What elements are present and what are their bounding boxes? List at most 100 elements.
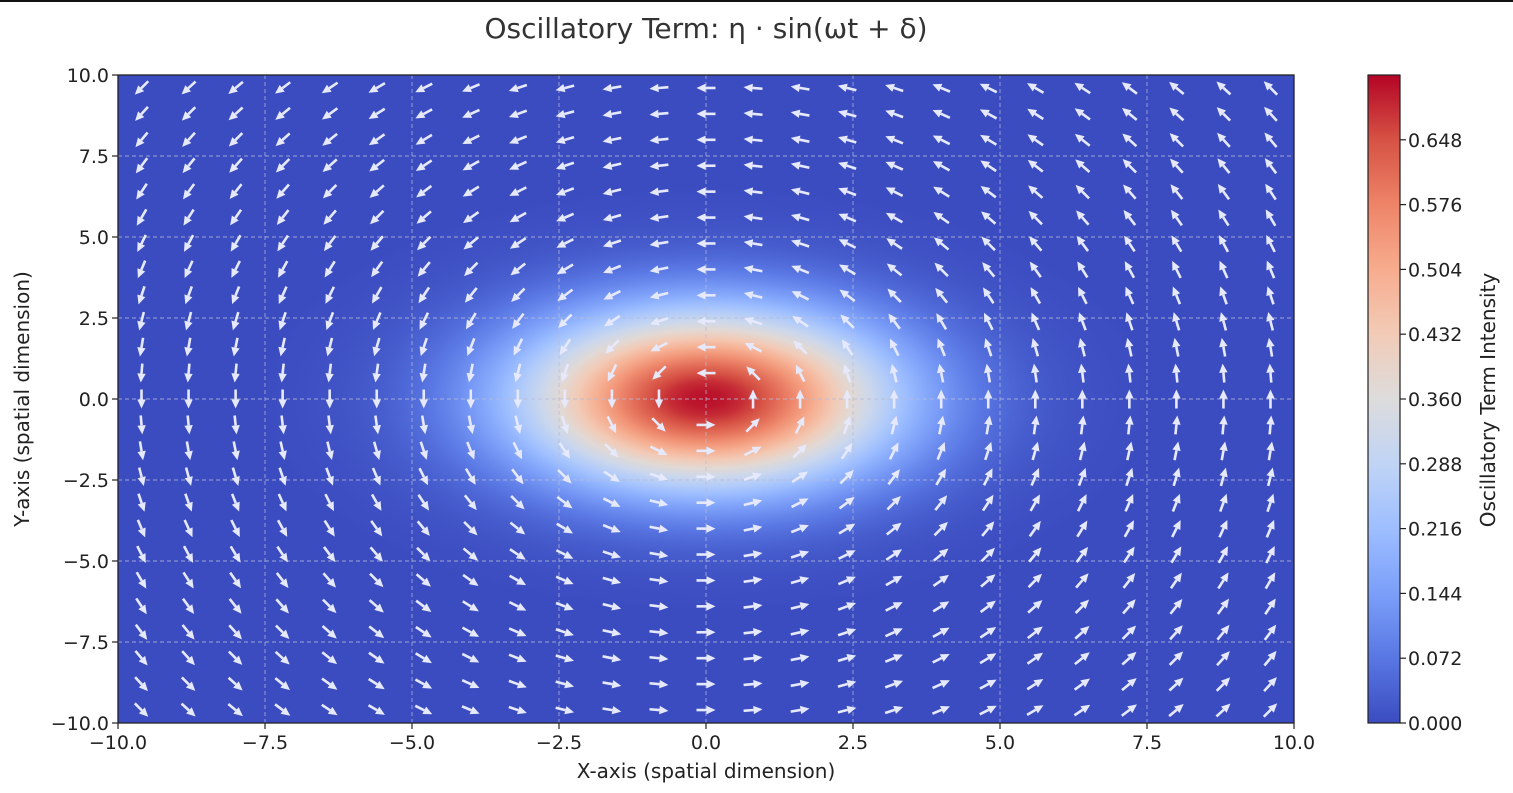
quiver-arrow: [602, 576, 622, 585]
quiver-arrow: [885, 187, 904, 198]
quiver-arrow: [602, 705, 622, 715]
quiver-arrow: [743, 602, 763, 611]
quiver-arrow: [184, 363, 193, 383]
quiver-arrow: [229, 183, 243, 200]
quiver-arrow: [1031, 415, 1040, 435]
colorbar-tick-label: 0.648: [1408, 130, 1462, 152]
quiver-arrow: [696, 446, 716, 456]
quiver-arrow: [838, 523, 856, 535]
quiver-arrow: [886, 495, 901, 511]
quiver-arrow: [367, 704, 385, 715]
quiver-arrow: [1027, 108, 1044, 121]
quiver-arrow: [137, 363, 146, 383]
quiver-arrow: [696, 628, 716, 637]
quiver-arrow: [980, 160, 997, 173]
quiver-arrow: [555, 187, 575, 196]
quiver-arrow: [1123, 520, 1134, 538]
quiver-arrow: [1123, 210, 1137, 226]
quiver-arrow: [1029, 494, 1040, 512]
quiver-arrow: [462, 83, 481, 93]
quiver-arrow: [228, 598, 242, 614]
quiver-arrow: [743, 446, 762, 457]
quiver-arrow: [790, 83, 810, 93]
quiver-arrow: [696, 472, 716, 481]
quiver-arrow: [1217, 183, 1231, 201]
quiver-arrow: [1075, 159, 1091, 174]
quiver-arrow: [560, 363, 570, 383]
quiver-arrow: [982, 287, 995, 304]
x-tick-label: −5.0: [389, 732, 435, 754]
quiver-arrow: [275, 572, 289, 588]
y-tick-label: −7.5: [63, 632, 109, 654]
y-tick-label: 0.0: [79, 389, 109, 411]
quiver-arrow: [1074, 108, 1091, 121]
quiver-arrow: [1216, 624, 1230, 641]
quiver-arrow: [180, 702, 196, 717]
quiver-arrow: [324, 260, 336, 278]
quiver-arrow: [979, 83, 998, 94]
quiver-arrow: [325, 389, 334, 409]
quiver-arrow: [979, 600, 996, 614]
quiver-arrow: [325, 337, 334, 357]
quiver-arrow: [1125, 312, 1134, 331]
quiver-arrow: [230, 493, 240, 512]
quiver-arrow: [275, 598, 289, 614]
quiver-arrow: [649, 654, 669, 663]
quiver-arrow: [277, 234, 289, 252]
quiver-arrow: [1031, 338, 1040, 357]
quiver-arrow: [795, 389, 805, 409]
quiver-arrow: [696, 265, 716, 274]
quiver-arrow: [325, 311, 335, 331]
quiver-arrow: [1029, 236, 1043, 252]
quiver-arrow: [1074, 599, 1090, 614]
quiver-arrow: [1125, 467, 1134, 487]
quiver-arrow: [278, 363, 287, 383]
quiver-arrow: [743, 83, 763, 93]
quiver-arrow: [884, 628, 903, 638]
quiver-arrow: [982, 262, 996, 278]
quiver-arrow: [1076, 235, 1090, 252]
quiver-arrow: [321, 107, 339, 120]
quiver-arrow: [649, 317, 669, 326]
quiver-arrow: [415, 573, 431, 587]
quiver-arrow: [1266, 493, 1275, 513]
quiver-arrow: [790, 161, 810, 170]
quiver-arrow: [1027, 134, 1044, 147]
quiver-arrow: [649, 628, 669, 637]
quiver-arrow: [887, 288, 902, 303]
quiver-arrow: [462, 600, 479, 612]
quiver-arrow: [1169, 81, 1185, 96]
quiver-arrow: [744, 342, 763, 353]
quiver-arrow: [649, 161, 669, 170]
quiver-arrow: [1217, 572, 1229, 590]
quiver-arrow: [1026, 652, 1044, 665]
quiver-arrow: [743, 653, 763, 663]
quiver-arrow: [931, 705, 950, 715]
quiver-arrow: [932, 653, 950, 664]
quiver-arrow: [1264, 106, 1278, 122]
colorbar-label: Oscillatory Term Intensity: [1476, 273, 1500, 528]
quiver-arrow: [278, 441, 287, 461]
quiver-arrow: [981, 521, 995, 537]
quiver-arrow: [937, 338, 946, 357]
quiver-arrow: [462, 547, 479, 561]
quiver-arrow: [1125, 363, 1134, 383]
quiver-arrow: [184, 234, 195, 252]
quiver-arrow: [461, 652, 480, 663]
quiver-arrow: [838, 213, 857, 223]
quiver-arrow: [1172, 415, 1181, 435]
quiver-arrow: [324, 493, 334, 512]
quiver-arrow: [793, 340, 808, 355]
y-axis-label: Y-axis (spatial dimension): [10, 271, 34, 528]
quiver-arrow: [183, 519, 193, 538]
quiver-arrow: [510, 495, 525, 510]
quiver-arrow: [1168, 651, 1184, 666]
quiver-arrow: [415, 159, 433, 171]
x-tick-label: 5.0: [985, 732, 1015, 754]
quiver-arrow: [1262, 703, 1278, 718]
quiver-arrow: [649, 213, 669, 222]
quiver-arrow: [555, 680, 575, 689]
quiver-arrow: [1170, 520, 1181, 538]
quiver-arrow: [979, 627, 997, 639]
